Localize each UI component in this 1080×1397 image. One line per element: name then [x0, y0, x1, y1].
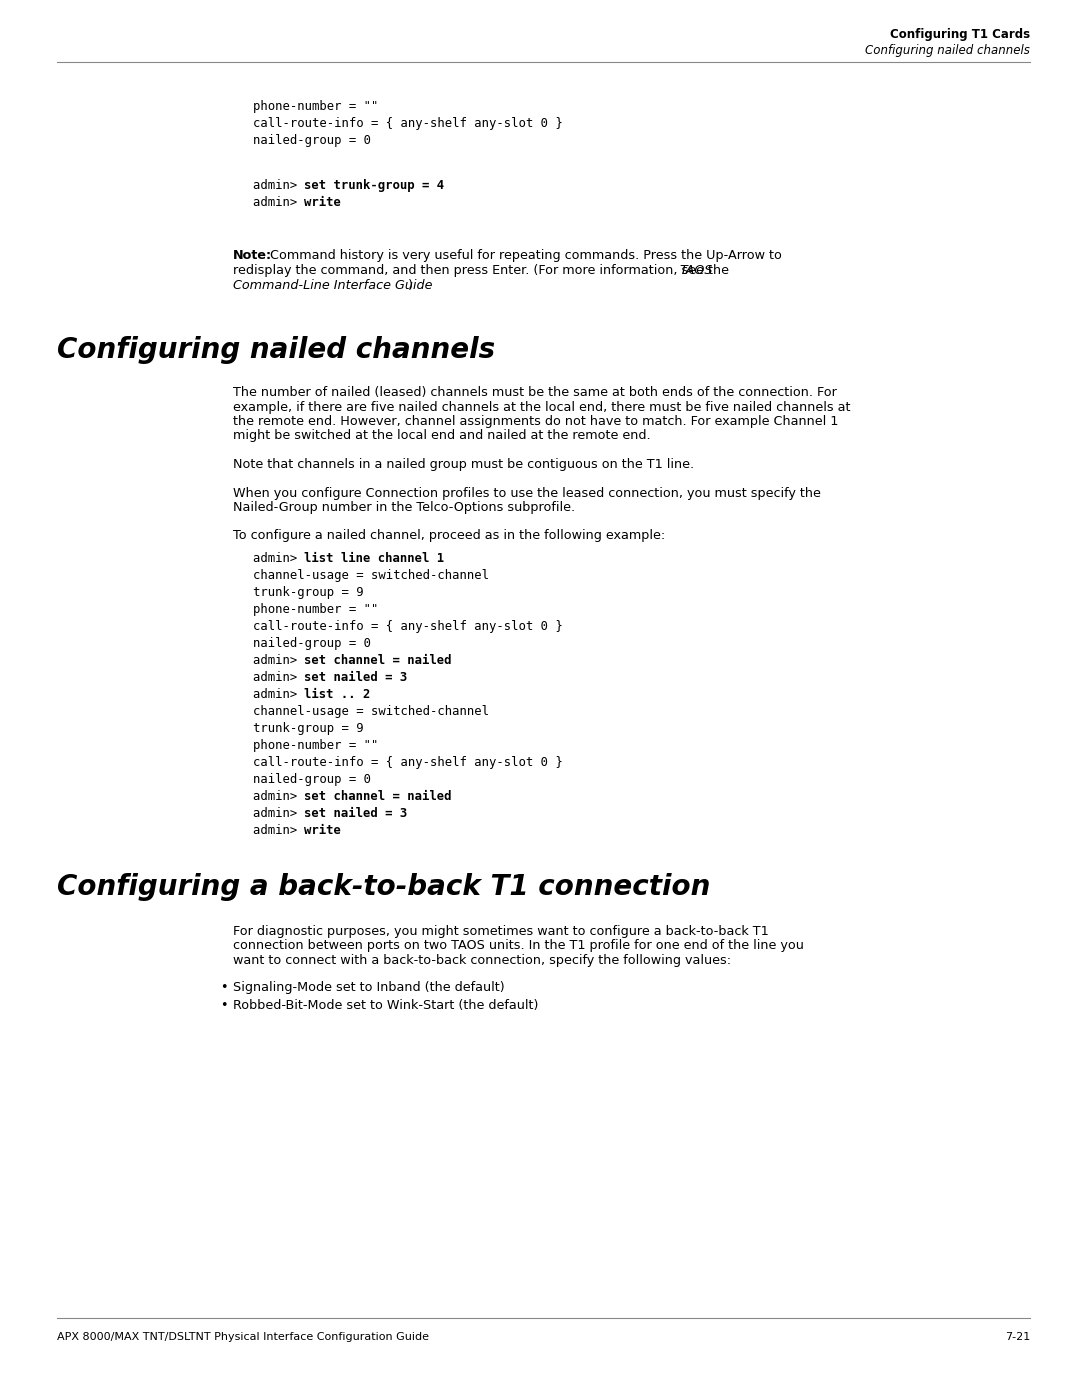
Text: set channel = nailed: set channel = nailed [305, 654, 451, 666]
Text: Command-Line Interface Guide: Command-Line Interface Guide [233, 279, 432, 292]
Text: admin>: admin> [253, 552, 305, 564]
Text: Note that channels in a nailed group must be contiguous on the T1 line.: Note that channels in a nailed group mus… [233, 458, 694, 471]
Text: example, if there are five nailed channels at the local end, there must be five : example, if there are five nailed channe… [233, 401, 851, 414]
Text: Configuring a back-to-back T1 connection: Configuring a back-to-back T1 connection [57, 873, 711, 901]
Text: phone-number = "": phone-number = "" [253, 739, 378, 752]
Text: For diagnostic purposes, you might sometimes want to configure a back-to-back T1: For diagnostic purposes, you might somet… [233, 925, 769, 937]
Text: connection between ports on two TAOS units. In the T1 profile for one end of the: connection between ports on two TAOS uni… [233, 940, 804, 953]
Text: •: • [220, 999, 228, 1011]
Text: Signaling-Mode set to Inband (the default): Signaling-Mode set to Inband (the defaul… [233, 981, 504, 993]
Text: set channel = nailed: set channel = nailed [305, 789, 451, 803]
Text: the remote end. However, channel assignments do not have to match. For example C: the remote end. However, channel assignm… [233, 415, 838, 427]
Text: write: write [305, 824, 341, 837]
Text: Configuring nailed channels: Configuring nailed channels [865, 43, 1030, 57]
Text: admin>: admin> [253, 179, 305, 191]
Text: set nailed = 3: set nailed = 3 [305, 671, 407, 685]
Text: call-route-info = { any-shelf any-slot 0 }: call-route-info = { any-shelf any-slot 0… [253, 117, 563, 130]
Text: call-route-info = { any-shelf any-slot 0 }: call-route-info = { any-shelf any-slot 0… [253, 620, 563, 633]
Text: nailed-group = 0: nailed-group = 0 [253, 637, 372, 650]
Text: call-route-info = { any-shelf any-slot 0 }: call-route-info = { any-shelf any-slot 0… [253, 756, 563, 768]
Text: .): .) [405, 279, 414, 292]
Text: might be switched at the local end and nailed at the remote end.: might be switched at the local end and n… [233, 429, 650, 443]
Text: The number of nailed (leased) channels must be the same at both ends of the conn: The number of nailed (leased) channels m… [233, 386, 837, 400]
Text: admin>: admin> [253, 671, 305, 685]
Text: set trunk-group = 4: set trunk-group = 4 [305, 179, 445, 191]
Text: nailed-group = 0: nailed-group = 0 [253, 134, 372, 147]
Text: nailed-group = 0: nailed-group = 0 [253, 773, 372, 787]
Text: TAOS: TAOS [679, 264, 713, 277]
Text: trunk-group = 9: trunk-group = 9 [253, 585, 364, 599]
Text: Note:: Note: [233, 249, 272, 263]
Text: channel-usage = switched-channel: channel-usage = switched-channel [253, 569, 489, 583]
Text: Command history is very useful for repeating commands. Press the Up-Arrow to: Command history is very useful for repea… [266, 249, 782, 263]
Text: Robbed-Bit-Mode set to Wink-Start (the default): Robbed-Bit-Mode set to Wink-Start (the d… [233, 999, 538, 1011]
Text: trunk-group = 9: trunk-group = 9 [253, 722, 364, 735]
Text: Configuring T1 Cards: Configuring T1 Cards [890, 28, 1030, 41]
Text: admin>: admin> [253, 789, 305, 803]
Text: admin>: admin> [253, 824, 305, 837]
Text: To configure a nailed channel, proceed as in the following example:: To configure a nailed channel, proceed a… [233, 529, 665, 542]
Text: admin>: admin> [253, 196, 305, 210]
Text: APX 8000/MAX TNT/DSLTNT Physical Interface Configuration Guide: APX 8000/MAX TNT/DSLTNT Physical Interfa… [57, 1331, 429, 1343]
Text: admin>: admin> [253, 687, 305, 701]
Text: redisplay the command, and then press Enter. (For more information, see the: redisplay the command, and then press En… [233, 264, 733, 277]
Text: Nailed-Group number in the Telco-Options subprofile.: Nailed-Group number in the Telco-Options… [233, 502, 576, 514]
Text: list .. 2: list .. 2 [305, 687, 370, 701]
Text: channel-usage = switched-channel: channel-usage = switched-channel [253, 705, 489, 718]
Text: phone-number = "": phone-number = "" [253, 604, 378, 616]
Text: want to connect with a back-to-back connection, specify the following values:: want to connect with a back-to-back conn… [233, 954, 731, 967]
Text: 7-21: 7-21 [1004, 1331, 1030, 1343]
Text: phone-number = "": phone-number = "" [253, 101, 378, 113]
Text: admin>: admin> [253, 807, 305, 820]
Text: When you configure Connection profiles to use the leased connection, you must sp: When you configure Connection profiles t… [233, 486, 821, 500]
Text: list line channel 1: list line channel 1 [305, 552, 445, 564]
Text: set nailed = 3: set nailed = 3 [305, 807, 407, 820]
Text: Configuring nailed channels: Configuring nailed channels [57, 337, 495, 365]
Text: admin>: admin> [253, 654, 305, 666]
Text: •: • [220, 981, 228, 993]
Text: write: write [305, 196, 341, 210]
